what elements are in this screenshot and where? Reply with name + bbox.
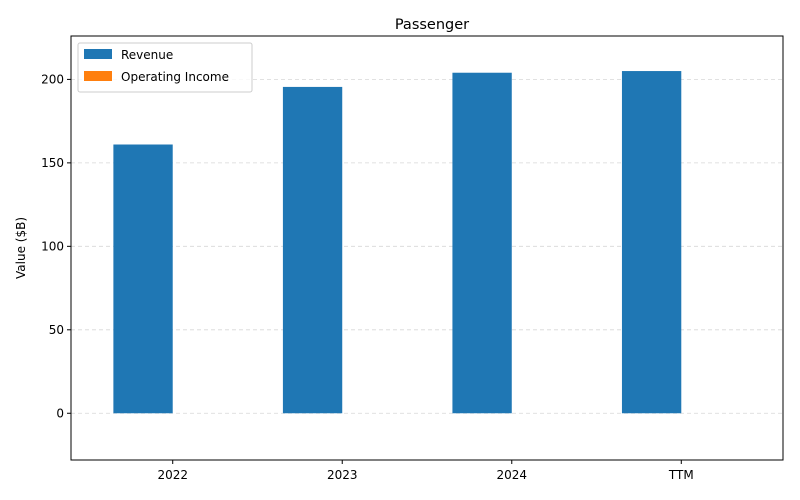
chart-title: Passenger [395, 17, 469, 33]
y-axis-label: Value ($B) [14, 217, 28, 279]
plot-frame [70, 35, 784, 461]
x-tick-label: 2022 [157, 468, 188, 482]
x-tick-label: 2024 [496, 468, 527, 482]
x-tick-label: 2023 [327, 468, 358, 482]
bar-revenue [452, 72, 512, 414]
y-tick-label: 50 [49, 323, 64, 337]
y-tick-label: 0 [56, 406, 64, 420]
y-tick-label: 100 [41, 239, 64, 253]
x-axis-ticks: 2022 2023 2024 TTM [157, 460, 694, 482]
legend-label: Operating Income [121, 70, 229, 84]
x-tick-label: TTM [668, 468, 694, 482]
legend-swatch [84, 49, 112, 59]
bar-revenue [113, 144, 173, 414]
bars [113, 71, 682, 414]
legend: Revenue Operating Income [77, 42, 253, 93]
legend-swatch [84, 71, 112, 81]
y-tick-label: 150 [41, 156, 64, 170]
legend-label: Revenue [121, 48, 173, 62]
bar-revenue [621, 71, 682, 414]
y-tick-label: 200 [41, 72, 64, 86]
bar-revenue [282, 86, 343, 414]
y-axis-ticks: 0 50 100 150 200 [41, 72, 71, 420]
legend-frame [77, 42, 253, 93]
